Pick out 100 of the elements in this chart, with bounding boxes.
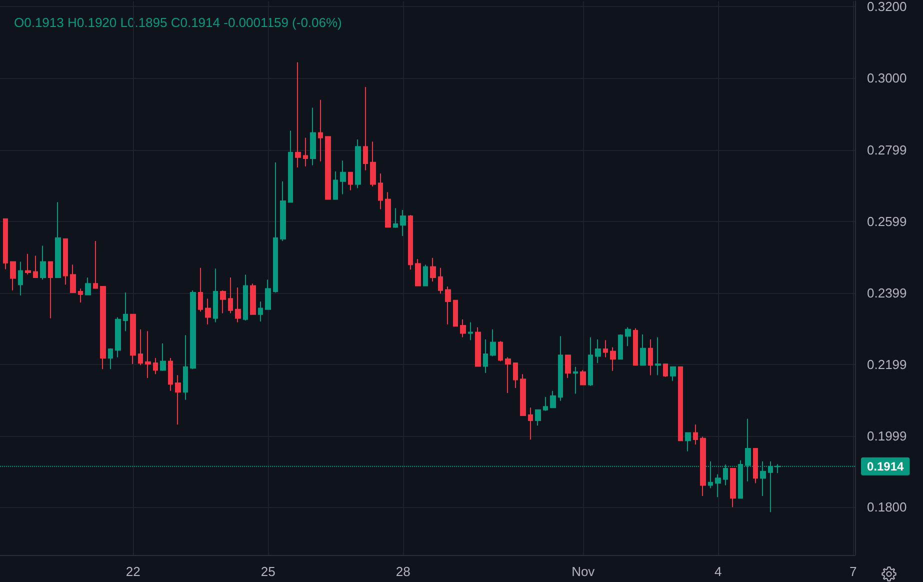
candlestick — [543, 396, 548, 412]
candlestick — [205, 298, 211, 325]
candlestick — [588, 336, 593, 386]
candlestick — [85, 277, 91, 296]
y-tick-label: 0.1800 — [867, 500, 907, 515]
candlestick — [153, 357, 158, 375]
candlestick — [333, 170, 338, 200]
candlestick — [505, 356, 511, 394]
candlestick — [408, 214, 413, 270]
candlestick — [130, 314, 136, 365]
y-tick-label: 0.2199 — [867, 356, 907, 372]
x-tick-label: 7 — [850, 564, 857, 579]
candlestick — [303, 137, 308, 167]
candlestick — [355, 139, 361, 189]
candlestick — [528, 407, 533, 440]
candlestick — [78, 288, 83, 304]
candlestick — [258, 300, 263, 322]
candlestick — [513, 362, 518, 389]
candlestick — [325, 136, 331, 200]
candlestick — [378, 172, 383, 210]
candlestick — [3, 218, 8, 270]
candlestick — [558, 336, 563, 402]
candlestick — [663, 364, 668, 378]
x-tick-label: 4 — [714, 564, 722, 579]
candlestick — [438, 267, 443, 294]
candlestick — [213, 268, 218, 323]
candlestick — [70, 264, 76, 294]
candlestick — [565, 354, 571, 379]
candlestick — [423, 264, 428, 286]
candlestick — [175, 374, 181, 425]
candlestick — [490, 328, 496, 357]
candlestick — [715, 474, 721, 498]
candlestick — [430, 257, 436, 282]
candlestick — [580, 370, 586, 386]
candlestick — [685, 432, 691, 452]
candlestick — [655, 336, 661, 376]
candlestick — [48, 261, 53, 319]
candlestick — [115, 316, 121, 358]
candlestick — [348, 172, 353, 191]
candlestick — [280, 180, 286, 242]
candlestick — [100, 286, 106, 370]
candlestick — [385, 192, 391, 228]
candlestick — [468, 322, 473, 341]
candlestick — [640, 334, 646, 366]
x-tick-label: 25 — [260, 564, 276, 579]
candlestick — [693, 424, 698, 446]
candlestick — [25, 253, 31, 275]
candlestick — [220, 290, 226, 314]
y-tick-label: 0.2799 — [867, 142, 907, 158]
candlestick — [33, 255, 38, 278]
candlestick — [595, 338, 601, 364]
candlestick — [400, 209, 406, 237]
candlestick — [445, 286, 451, 325]
candlestick — [730, 468, 736, 508]
candlestick — [310, 107, 316, 166]
candlestick — [55, 202, 61, 278]
candlestick — [483, 338, 488, 374]
candlestick — [295, 62, 301, 168]
candlestick — [603, 340, 608, 358]
candlestick — [63, 238, 68, 286]
candlestick — [93, 240, 98, 289]
candlestick — [340, 160, 346, 195]
candlestick — [415, 258, 421, 286]
candlestick — [273, 162, 278, 294]
candlestick — [190, 290, 196, 370]
candlestick — [678, 366, 683, 442]
candlestick — [625, 326, 631, 347]
candlestick — [235, 287, 241, 323]
y-tick-label: 0.2399 — [867, 285, 907, 300]
candlestick — [138, 328, 143, 366]
candlestick — [475, 326, 481, 367]
candlestick — [108, 348, 113, 370]
candlestick — [610, 346, 616, 372]
candlestick — [573, 366, 578, 394]
candlestick — [460, 318, 466, 338]
candlestick — [183, 334, 188, 400]
candlestick — [10, 261, 16, 291]
candlestick — [618, 334, 623, 360]
candlestick — [363, 86, 368, 171]
candlestick — [393, 208, 398, 228]
candlestick — [160, 342, 166, 372]
candlestick — [18, 261, 23, 296]
candlestick — [40, 245, 46, 280]
candlestick — [243, 274, 248, 321]
y-tick-label: 0.1999 — [867, 428, 907, 444]
y-tick-label: 0.3000 — [867, 70, 907, 86]
candlestick — [288, 130, 293, 203]
x-tick-label: 28 — [396, 564, 410, 579]
candlestick — [123, 292, 128, 332]
candlestick — [370, 141, 376, 187]
candlestick — [168, 357, 173, 392]
y-tick-label: 0.2599 — [867, 214, 907, 229]
candlestick — [550, 390, 556, 408]
candlestick — [250, 283, 256, 315]
ref-line-label: 0.1914 — [867, 459, 904, 474]
candlestick — [265, 279, 271, 310]
candlestick — [633, 328, 638, 366]
candlestick — [453, 300, 458, 327]
candlestick — [498, 340, 503, 362]
x-tick-label: Nov — [572, 564, 596, 579]
